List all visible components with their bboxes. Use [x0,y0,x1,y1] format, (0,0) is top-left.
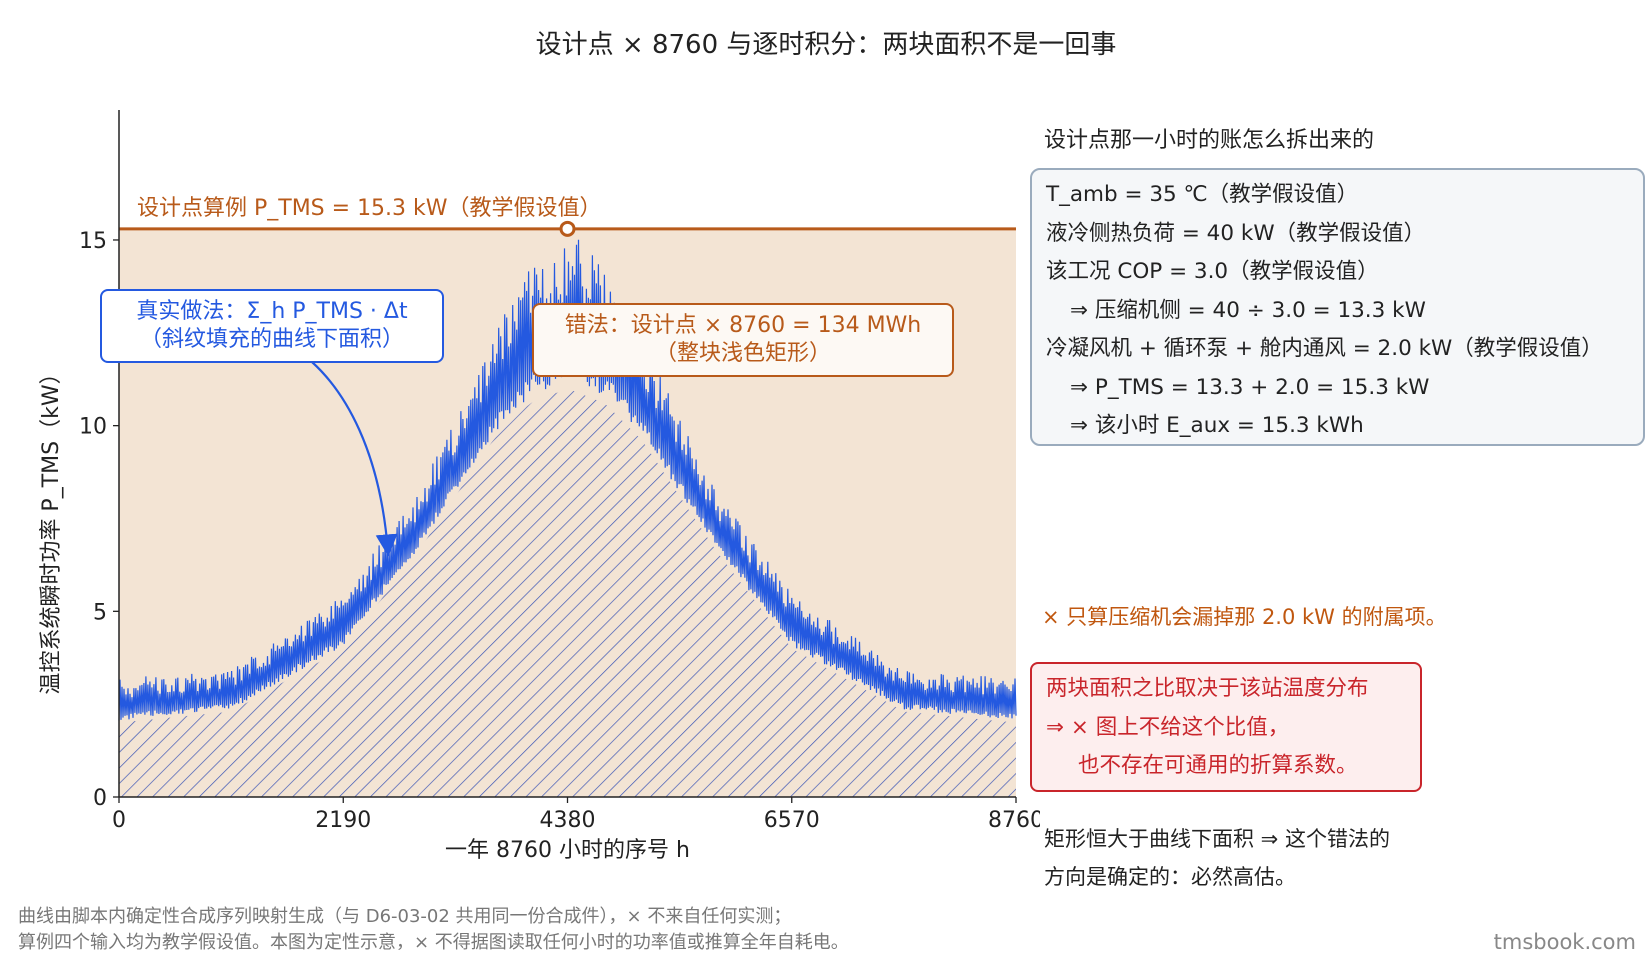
calc-line: 冷凝风机 + 循环泵 + 舱内通风 = 2.0 kW（教学假设值） [1046,336,1603,361]
wrong-method-line-2: （整块浅色矩形） [655,341,831,366]
calc-line: 该工况 COP = 3.0（教学假设值） [1046,259,1379,284]
y-ticks: 0 5 10 15 [79,229,119,811]
ratio-warning-box: 两块面积之比取决于该站温度分布 ⇒ × 图上不给这个比值， 也不存在可通用的折算… [1030,662,1422,792]
footnote-line: 曲线由脚本内确定性合成序列映射生成（与 D6-03-02 共用同一份合成件），×… [18,906,792,927]
y-tick-label: 5 [93,600,107,625]
x-tick-label: 8760 [988,808,1040,833]
design-point-marker [559,220,576,237]
conclusion: 矩形恒大于曲线下面积 ⇒ 这个错法的 方向是确定的：必然高估。 [1044,820,1390,896]
red-box-line: 两块面积之比取决于该站温度分布 [1046,676,1369,701]
x-tick-label: 4380 [540,808,596,833]
conclusion-line: 方向是确定的：必然高估。 [1044,865,1296,889]
x-tick-label: 2190 [315,808,371,833]
red-box-line: 也不存在可通用的折算系数。 [1078,753,1358,778]
y-axis-label: 温控系统瞬时功率 P_TMS（kW） [39,362,64,694]
warning-note: × 只算压缩机会漏掉那 2.0 kW 的附属项。 [1042,605,1447,629]
true-method-line-1: 真实做法：Σ_h P_TMS · Δt [136,299,408,324]
side-heading: 设计点那一小时的账怎么拆出来的 [1044,128,1375,153]
footnote-line: 算例四个输入均为教学假设值。本图为定性示意，× 不得据图读取任何小时的功率值或推… [18,932,849,953]
true-method-line-2: （斜纹填充的曲线下面积） [140,327,404,352]
brand-watermark: tmsbook.com [1493,930,1636,954]
calc-line: ⇒ 该小时 E_aux = 15.3 kWh [1070,413,1364,438]
true-method-callout: 真实做法：Σ_h P_TMS · Δt （斜纹填充的曲线下面积） [100,289,444,557]
design-point-label: 设计点算例 P_TMS = 15.3 kW（教学假设值） [137,196,602,221]
conclusion-line: 矩形恒大于曲线下面积 ⇒ 这个错法的 [1044,827,1390,851]
y-tick-label: 15 [79,229,107,254]
red-box-line: ⇒ × 图上不给这个比值， [1046,714,1290,740]
x-axis-label: 一年 8760 小时的序号 h [445,838,690,863]
calc-line: ⇒ P_TMS = 13.3 + 2.0 = 15.3 kW [1070,374,1430,400]
curve-under-area-hatched [119,388,1016,797]
x-tick-label: 6570 [764,808,820,833]
chart-svg: 设计点算例 P_TMS = 15.3 kW（教学假设值） 0 2190 4380 65… [39,110,1040,863]
footnote: 曲线由脚本内确定性合成序列映射生成（与 D6-03-02 共用同一份合成件），×… [18,904,849,956]
x-tick-label: 0 [112,808,126,833]
chart-title: 设计点 × 8760 与逐时积分：两块面积不是一回事 [535,30,1117,60]
y-tick-label: 10 [79,415,107,440]
calc-line: 液冷侧热负荷 = 40 kW（教学假设值） [1046,220,1426,246]
calculation-box: T_amb = 35 ℃（教学假设值） 液冷侧热负荷 = 40 kW（教学假设值… [1030,168,1645,446]
y-tick-label: 0 [93,786,107,811]
wrong-method-callout: 错法：设计点 × 8760 = 134 MWh （整块浅色矩形） [532,303,954,377]
wrong-method-line-1: 错法：设计点 × 8760 = 134 MWh [565,313,922,338]
calc-line: ⇒ 压缩机侧 = 40 ÷ 3.0 = 13.3 kW [1070,297,1426,323]
calc-line: T_amb = 35 ℃（教学假设值） [1046,182,1359,207]
x-ticks: 0 2190 4380 6570 8760 [112,797,1040,833]
